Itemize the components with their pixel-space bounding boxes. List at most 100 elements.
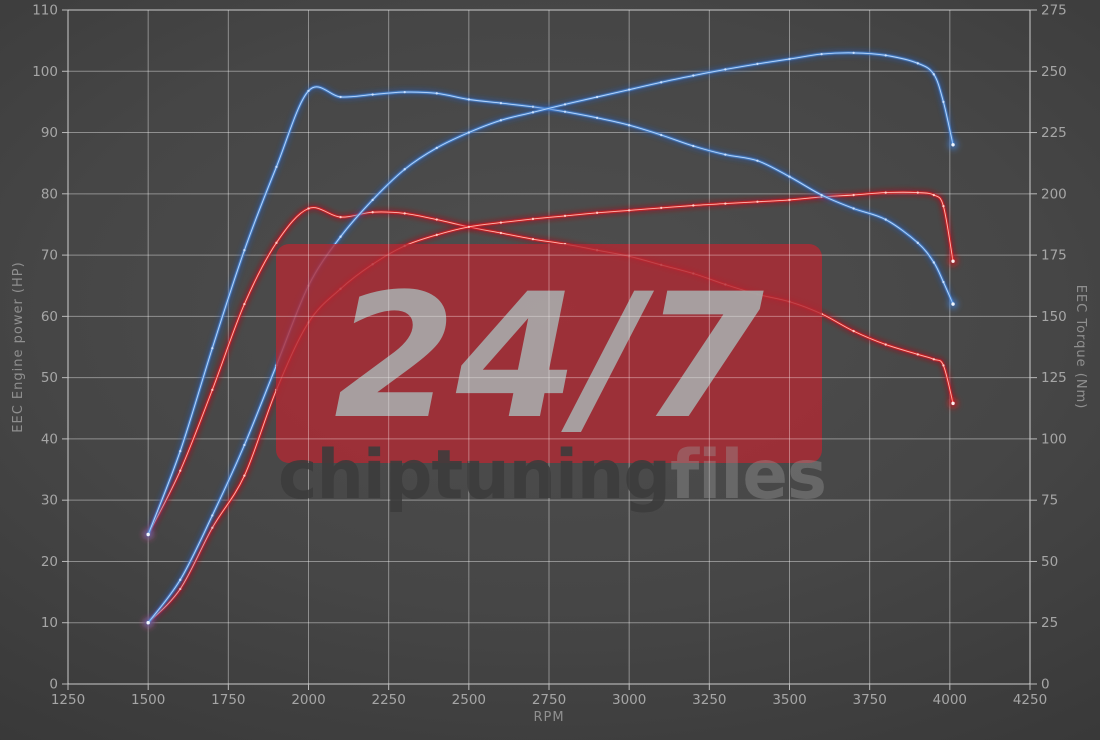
curve-point — [788, 57, 791, 61]
curve-point — [339, 215, 342, 219]
y-right-tick-label: 0 — [1041, 677, 1050, 693]
curve-point — [403, 212, 406, 215]
y-left-tick-label: 70 — [41, 248, 58, 264]
curve-point — [563, 110, 567, 113]
curve-point — [179, 469, 182, 472]
y-left-tick-label: 110 — [32, 3, 58, 19]
x-tick-label: 3000 — [612, 692, 646, 708]
curve-point — [179, 587, 182, 591]
x-tick-label: 3750 — [852, 692, 886, 708]
curve-point — [628, 124, 631, 127]
curve-torque-blue — [143, 83, 959, 540]
curve-point — [756, 62, 759, 66]
curve-point — [692, 144, 695, 148]
curve-point — [531, 217, 535, 221]
curve-point — [820, 52, 823, 56]
watermark-badge-text: 24/7 — [334, 256, 764, 457]
curve-point — [563, 103, 567, 106]
y-right-tick-label: 50 — [1041, 554, 1058, 570]
curve-point — [724, 68, 727, 71]
y-left-tick-label: 90 — [41, 125, 58, 141]
tick-labels: 1250 1500 1750 2000 2250 2500 2750 3000 3250 3500… — [32, 3, 1067, 709]
curve-point — [307, 89, 310, 93]
curve-point — [852, 193, 855, 197]
watermark-badge — [276, 244, 822, 463]
curve-point — [884, 343, 887, 346]
curve-point — [724, 202, 727, 205]
x-tick-label: 1500 — [131, 692, 165, 708]
y-right-tick-label: 150 — [1041, 309, 1067, 325]
y-left-tick-label: 0 — [49, 677, 58, 693]
y-left-tick-label: 10 — [41, 615, 58, 631]
x-tick-label: 4250 — [1013, 692, 1047, 708]
curve-point — [852, 329, 855, 333]
curve-point — [942, 204, 945, 208]
x-tick-label: 1250 — [51, 692, 85, 708]
curve-power-red-end-dot — [951, 259, 955, 263]
y-right-tick-label: 250 — [1041, 64, 1067, 80]
y-left-tick-label: 30 — [41, 493, 58, 509]
curve-point — [916, 241, 919, 244]
y-right-tick-label: 275 — [1041, 3, 1067, 19]
curve-point — [788, 198, 791, 202]
y-left-tick-label: 50 — [41, 370, 58, 386]
curve-point — [179, 578, 182, 581]
x-tick-label: 2750 — [532, 692, 566, 708]
curve-point — [371, 198, 374, 202]
x-tick-label: 1750 — [211, 692, 245, 708]
curve-point — [916, 62, 919, 65]
curve-point — [788, 175, 791, 178]
curve-point — [852, 207, 855, 210]
curve-point — [942, 280, 945, 284]
curve-point — [499, 231, 503, 235]
curve-point — [884, 218, 887, 221]
curve-point — [371, 211, 374, 214]
y-right-tick-label: 175 — [1041, 248, 1067, 264]
x-axis-title: RPM — [533, 710, 564, 725]
curve-point — [435, 146, 438, 150]
curve-point — [211, 388, 214, 392]
curve-point — [724, 153, 727, 156]
curve-point — [211, 347, 214, 350]
x-tick-label: 2250 — [371, 692, 405, 708]
curve-point — [884, 191, 887, 194]
curve-point — [692, 74, 695, 77]
curve-point — [531, 238, 535, 241]
curve-point — [243, 474, 246, 477]
curve-power-blue-end-dot — [146, 621, 150, 625]
watermark-brand-bold: chiptuning — [278, 436, 670, 515]
curve-point — [435, 92, 438, 95]
curve-point — [531, 111, 535, 114]
right-axis-title: EEC Torque (Nm) — [1073, 285, 1088, 410]
curve-point — [467, 225, 470, 229]
curve-point — [884, 54, 887, 57]
y-right-tick-label: 200 — [1041, 186, 1067, 202]
y-left-tick-label: 80 — [41, 186, 58, 202]
curve-point — [932, 261, 935, 264]
curve-point — [435, 233, 438, 237]
axis-titles: EEC Engine power (HP) EEC Torque (Nm) RP… — [11, 261, 1088, 725]
y-left-tick-label: 20 — [41, 554, 58, 570]
curve-point — [243, 302, 246, 306]
curve-point — [820, 193, 823, 197]
curve-torque-red-end-dot — [951, 401, 955, 406]
curve-point — [660, 81, 663, 84]
curve-point — [942, 100, 945, 104]
y-left-tick-label: 100 — [32, 64, 58, 80]
x-tick-label: 4000 — [933, 692, 967, 708]
curve-power-blue-end-dot — [951, 143, 955, 147]
curve-point — [595, 116, 599, 119]
curve-point — [211, 514, 214, 517]
watermark: 24/7 chiptuning files — [276, 244, 827, 515]
y-right-tick-label: 25 — [1041, 615, 1058, 631]
x-tick-label: 3500 — [772, 692, 806, 708]
curve-point — [628, 88, 631, 91]
curve-point — [243, 249, 246, 252]
curve-point — [628, 209, 631, 212]
curve-point — [467, 98, 470, 101]
curve-point — [595, 95, 599, 99]
curve-point — [467, 131, 470, 134]
curve-point — [932, 73, 935, 76]
curve-point — [942, 364, 945, 367]
